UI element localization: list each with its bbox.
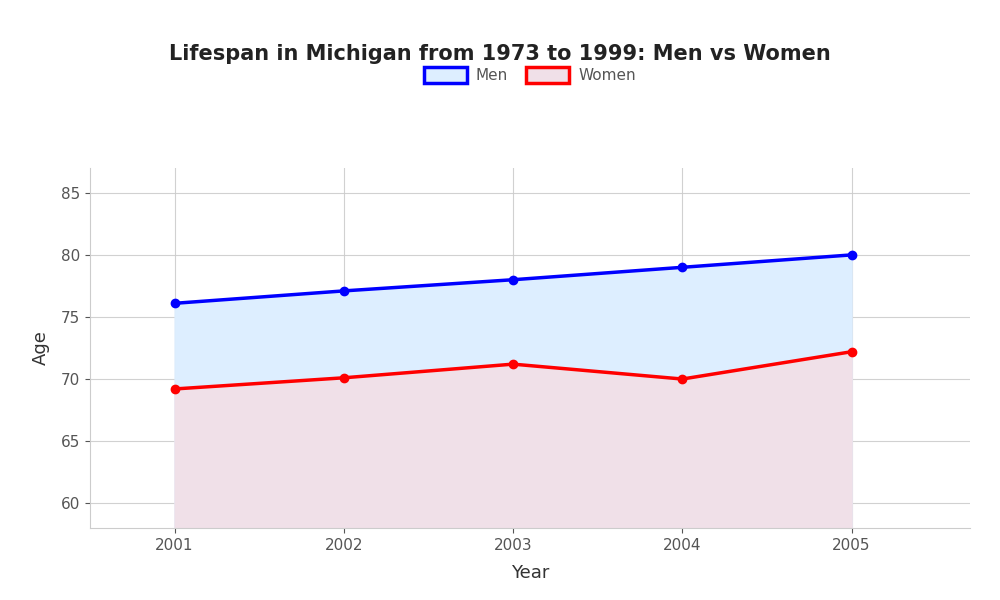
Text: Lifespan in Michigan from 1973 to 1999: Men vs Women: Lifespan in Michigan from 1973 to 1999: … (169, 44, 831, 64)
X-axis label: Year: Year (511, 564, 549, 582)
Legend: Men, Women: Men, Women (418, 61, 642, 89)
Y-axis label: Age: Age (32, 331, 50, 365)
